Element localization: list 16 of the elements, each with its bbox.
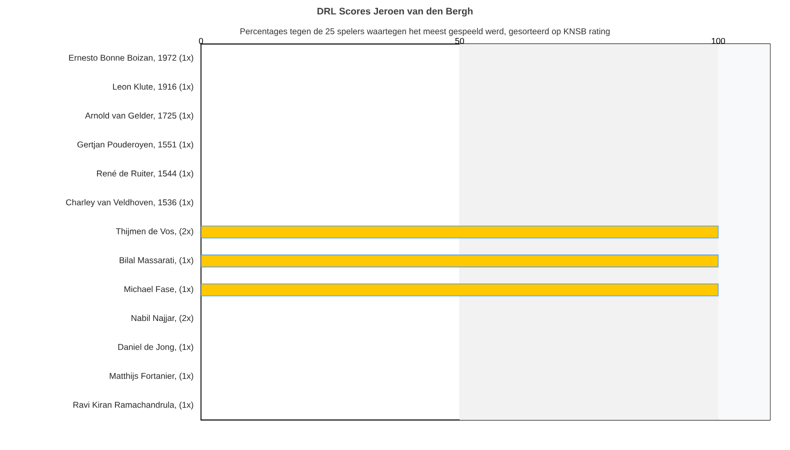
y-tick-label: Arnold van Gelder, 1725 (1x) <box>85 112 194 120</box>
y-tick-label: Daniel de Jong, (1x) <box>118 344 194 352</box>
y-tick-label: Charley van Veldhoven, 1536 (1x) <box>66 199 194 208</box>
y-tick-label: Leon Klute, 1916 (1x) <box>113 83 194 92</box>
y-tick-label: Bilal Massarati, (1x) <box>120 256 194 265</box>
y-tick-label: Michael Fase, (1x) <box>124 286 194 294</box>
y-tick-label: Thijmen de Vos, (2x) <box>116 228 194 236</box>
y-tick-label: Nabil Najjar, (2x) <box>132 314 194 323</box>
y-tick-label: Matthijs Fortanier, (1x) <box>110 372 194 381</box>
y-tick-label: Ravi Kiran Ramachandrula, (1x) <box>73 402 194 410</box>
y-tick-label: Gertjan Pouderoyen, 1551 (1x) <box>77 141 194 150</box>
chart-subtitle: Percentages tegen de 25 spelers waartegen het meest gespeeld werd, gesorteerd op KNSB rating <box>240 28 610 36</box>
chart-title: DRL Scores Jeroen van den Bergh <box>318 8 473 16</box>
x-tick-label: 0 <box>198 38 204 44</box>
y-tick-label: Ernesto Bonne Boizan, 1972 (1x) <box>69 54 194 62</box>
y-tick-label: René de Ruiter, 1544 (1x) <box>97 170 194 178</box>
